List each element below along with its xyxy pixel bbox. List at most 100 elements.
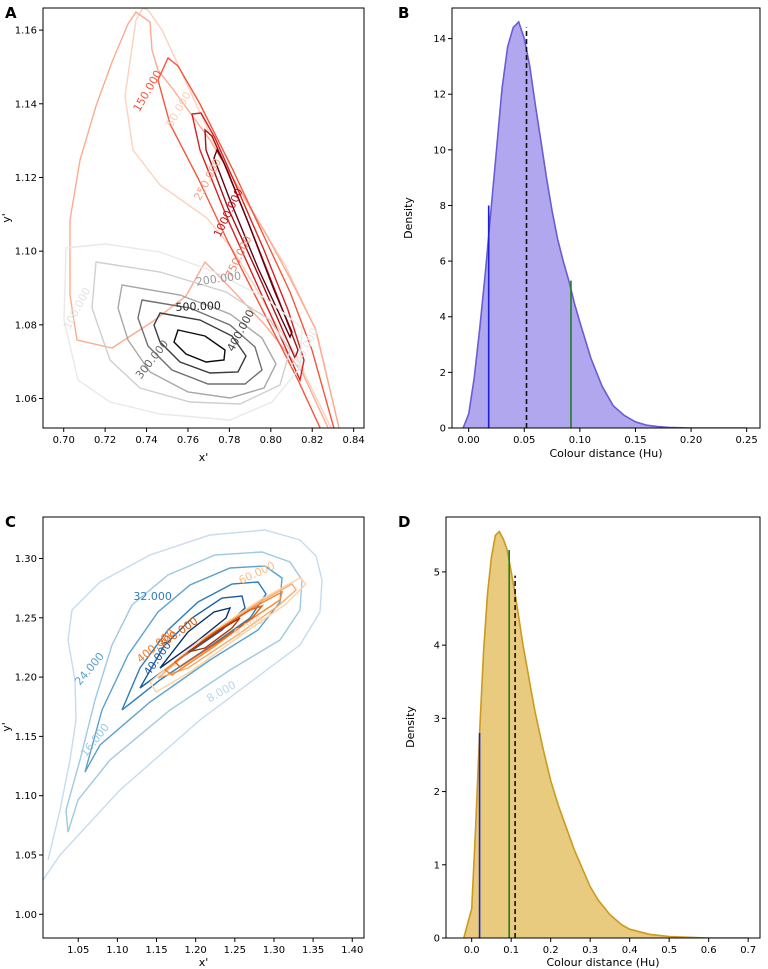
panel-c-xtick-label: 1.05 (67, 945, 89, 956)
panel-b-xtick-label: 0.25 (736, 435, 758, 446)
panel-b-histogram: 0.00 0.05 0.10 0.15 0.20 0.25 0 2 4 6 8 10 12 14 Colo… (402, 7, 761, 460)
panel-c-contour-plot: 8.00016.00024.00032.00040.00060.0008.000… (0, 516, 365, 969)
panel-b-ytick-label: 10 (433, 145, 446, 156)
panel-c-axes: 1.05 1.10 1.15 1.20 1.25 1.30 1.35 1.40 1.00 1.05… (15, 554, 364, 956)
panel-d-ytick-label: 0 (434, 934, 440, 945)
panel-letter-b: B (398, 4, 409, 22)
panel-a-ytick-label: 1.16 (15, 26, 37, 37)
panel-c-ytick-label: 1.30 (15, 554, 37, 565)
panel-c-ytick-label: 1.15 (15, 732, 37, 743)
blue-contour-2 (65, 551, 303, 833)
grey-contour-4 (137, 299, 263, 385)
contour-label-blue: 8.000 (204, 678, 238, 705)
panel-c-ylabel: y' (0, 722, 13, 732)
panel-b-xtick-label: 0.05 (513, 435, 535, 446)
panel-d-ytick-label: 1 (434, 860, 440, 871)
panel-a-xtick-label: 0.82 (301, 435, 323, 446)
panel-b-ylabel: Density (402, 197, 415, 239)
contour-label-grey: 200.000 (195, 269, 242, 288)
panel-c-xtick-label: 1.40 (341, 945, 363, 956)
panel-b-xtick-label: 0.00 (458, 435, 480, 446)
panel-c-contour-labels: 8.00016.00024.00032.00040.00060.0008.000… (72, 559, 277, 759)
orange-contour-2 (157, 583, 297, 679)
panel-b-plot-area (462, 20, 747, 428)
panel-a-ylabel: y' (0, 213, 13, 223)
red-contour-6 (213, 148, 293, 339)
blue-contour-5 (139, 595, 246, 689)
orange-contour-5 (187, 617, 241, 653)
panel-b-xtick-label: 0.15 (624, 435, 646, 446)
panel-a-xtick-label: 0.74 (135, 435, 157, 446)
contour-label-red: 50.000 (163, 89, 194, 129)
panel-b-ytick-label: 2 (440, 368, 446, 379)
panel-c-xtick-label: 1.20 (185, 945, 207, 956)
orange-contour-1 (149, 577, 307, 693)
contour-label-orange: 60.000 (237, 559, 277, 587)
panel-b-frame (451, 7, 761, 429)
panel-c-xlabel: x' (199, 956, 209, 969)
panel-c-xtick-label: 1.30 (263, 945, 285, 956)
panel-a-ytick-label: 1.08 (15, 320, 37, 331)
panel-c-xtick-label: 1.35 (302, 945, 324, 956)
blue-contour-6 (159, 606, 232, 669)
panel-a-frame (42, 7, 365, 429)
panel-d-ylabel: Density (404, 706, 417, 748)
panel-d-xtick-label: 0.7 (740, 945, 756, 956)
panel-a-ytick-label: 1.06 (15, 394, 37, 405)
density-fill-area (463, 21, 747, 428)
panel-c-xtick-label: 1.15 (145, 945, 167, 956)
panel-b-xlabel: Colour distance (Hu) (549, 447, 662, 460)
panel-letter-d: D (398, 513, 410, 531)
contour-label-red: 250.000 (191, 156, 224, 202)
panel-a-xtick-label: 0.70 (53, 435, 75, 446)
panel-a-xtick-label: 0.84 (343, 435, 365, 446)
panel-c-blue-contours (43, 529, 323, 881)
panel-d-ytick-label: 4 (434, 641, 440, 652)
red-contour-1 (124, 8, 340, 428)
panel-a-xtick-label: 0.76 (177, 435, 199, 446)
red-contour-3 (157, 56, 335, 428)
grey-contour-1 (63, 243, 303, 421)
panel-a-xtick-label: 0.80 (260, 435, 282, 446)
panel-d-axes: 0.0 0.1 0.2 0.3 0.4 0.5 0.6 0.7 0 1 2 3 4 5 (434, 567, 756, 956)
panel-b-ytick-label: 12 (433, 90, 446, 101)
panel-b-ytick-label: 4 (440, 312, 446, 323)
panel-a-grey-contours (63, 243, 303, 421)
panel-d-xtick-label: 0.0 (464, 945, 480, 956)
contour-label-grey: 500.000 (175, 299, 221, 314)
panel-d-ytick-label: 5 (434, 567, 440, 578)
grey-contour-3 (117, 284, 277, 399)
panel-b-ytick-label: 14 (433, 34, 446, 45)
panel-letter-c: C (5, 513, 16, 531)
panel-d-plot-area (463, 530, 749, 938)
panel-d-histogram: 0.0 0.1 0.2 0.3 0.4 0.5 0.6 0.7 0 1 2 3 4 5 Colour di… (404, 516, 761, 969)
contour-label-blue: 24.000 (72, 650, 107, 688)
panel-c-xtick-label: 1.10 (106, 945, 128, 956)
panel-d-xtick-label: 0.6 (701, 945, 717, 956)
panel-b-ytick-label: 6 (440, 257, 446, 268)
panel-a-axes: 0.70 0.72 0.74 0.76 0.78 0.80 0.82 0.84 1.06 1.08… (15, 26, 365, 446)
panel-a-xlabel: x' (199, 451, 209, 464)
panel-a-ytick-label: 1.12 (15, 173, 37, 184)
panel-d-xtick-label: 0.1 (503, 945, 519, 956)
panel-c-ytick-label: 1.10 (15, 791, 37, 802)
panel-b-ytick-label: 8 (440, 201, 446, 212)
panel-a-xtick-label: 0.72 (94, 435, 116, 446)
panel-b-xtick-label: 0.10 (569, 435, 591, 446)
panel-b-axes: 0.00 0.05 0.10 0.15 0.20 0.25 0 2 4 6 8 10 12 14 (433, 34, 758, 446)
contour-label-blue: 32.000 (133, 590, 172, 603)
panel-c-frame (42, 516, 365, 939)
contour-label-red: 150.000 (131, 68, 165, 114)
panel-c-orange-contours (149, 577, 307, 693)
contour-label-grey: 100.000 (61, 285, 94, 331)
panel-c-ytick-label: 1.25 (15, 613, 37, 624)
panel-b-ytick-label: 0 (440, 424, 446, 435)
kde-curve-line (462, 20, 747, 428)
kde-curve-line (463, 530, 749, 938)
panel-d-xtick-label: 0.5 (661, 945, 677, 956)
grey-contour-6 (173, 329, 226, 363)
panel-d-xtick-label: 0.2 (543, 945, 559, 956)
panel-a-contour-plot: 100.000200.000300.000400.000500.000300.0… (0, 7, 365, 464)
panel-d-ytick-label: 3 (434, 714, 440, 725)
